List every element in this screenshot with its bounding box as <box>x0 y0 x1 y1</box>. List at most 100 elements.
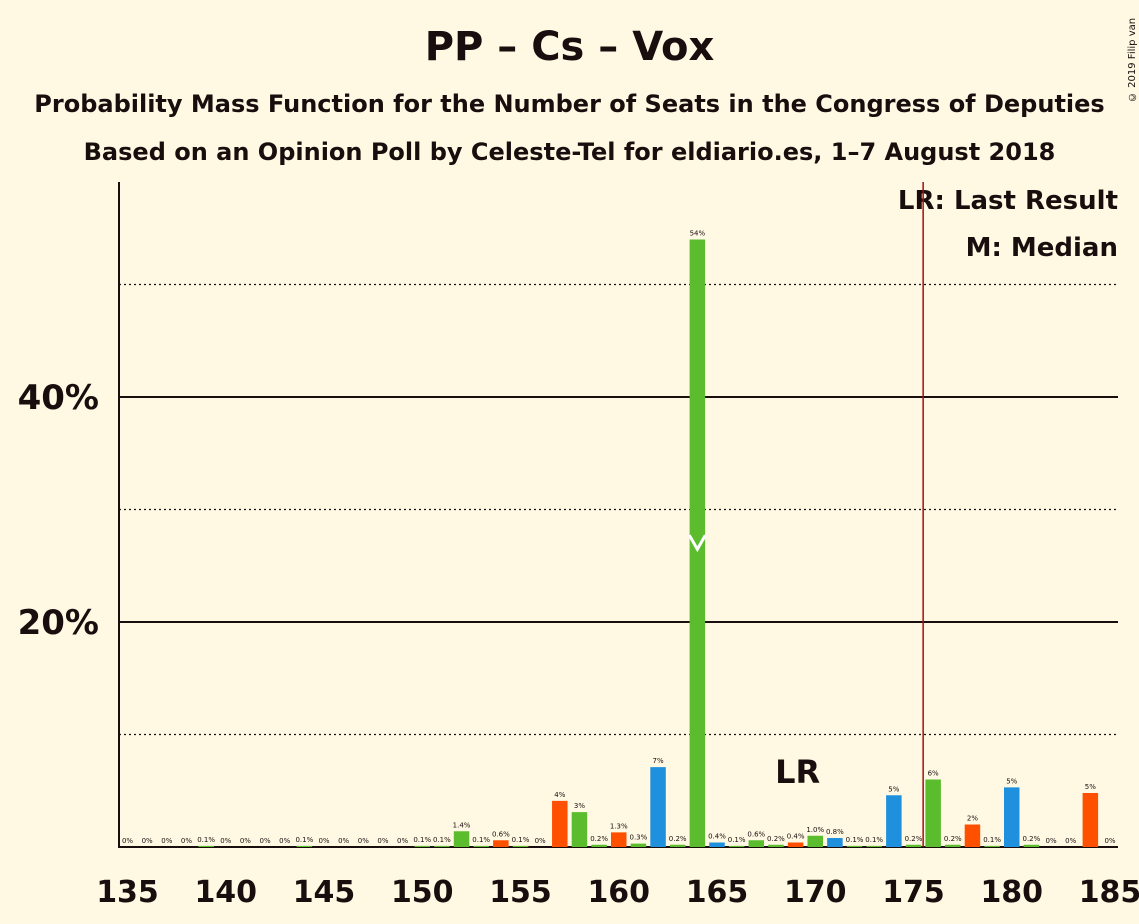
data-label-seat-176: 6% <box>928 770 939 778</box>
legend-median: M: Median <box>965 233 1118 263</box>
data-label-seat-168: 0.2% <box>767 835 785 843</box>
bar-seat-157 <box>552 800 568 847</box>
bar-seat-166 <box>728 845 745 847</box>
last-result-label: LR <box>775 753 820 791</box>
bar-seat-174 <box>886 795 902 847</box>
bar-seat-155 <box>512 845 529 847</box>
bar-seat-173 <box>866 845 882 847</box>
data-label-seat-166: 0.1% <box>728 836 746 844</box>
data-label-seat-157: 4% <box>554 791 565 799</box>
bar-seat-163 <box>669 844 686 847</box>
data-label-seat-153: 0.1% <box>472 836 490 844</box>
data-label-seat-174: 5% <box>888 785 899 793</box>
data-label-seat-182: 0% <box>1045 837 1056 845</box>
bar-seat-151 <box>434 845 450 847</box>
bar-seat-139 <box>198 845 214 847</box>
bar-seat-170 <box>807 835 823 847</box>
bar-seat-150 <box>414 845 430 847</box>
x-tick-label: 155 <box>489 875 552 910</box>
data-label-seat-172: 0.1% <box>846 836 864 844</box>
data-label-seat-177: 0.2% <box>944 835 962 843</box>
data-label-seat-178: 2% <box>967 815 978 823</box>
data-label-seat-141: 0% <box>240 837 251 845</box>
bar-seat-158 <box>571 812 588 847</box>
bar-seat-178 <box>964 824 981 847</box>
data-label-seat-159: 0.2% <box>590 835 608 843</box>
data-label-seat-162: 7% <box>652 757 663 765</box>
data-label-seat-144: 0.1% <box>295 836 313 844</box>
data-label-seat-155: 0.1% <box>512 836 530 844</box>
bar-seat-181 <box>1023 844 1040 847</box>
x-tick-label: 170 <box>784 875 847 910</box>
data-label-seat-184: 5% <box>1085 783 1096 791</box>
bar-seat-169 <box>787 842 804 847</box>
bar-seat-176 <box>925 779 941 847</box>
bar-seat-162 <box>650 767 666 847</box>
data-label-seat-149: 0% <box>397 837 408 845</box>
data-label-seat-150: 0.1% <box>413 836 431 844</box>
data-label-seat-156: 0% <box>535 837 546 845</box>
data-label-seat-163: 0.2% <box>669 835 687 843</box>
data-label-seat-160: 1.3% <box>610 822 628 830</box>
data-label-seat-185: 0% <box>1104 837 1115 845</box>
data-label-seat-170: 1.0% <box>806 826 824 834</box>
data-label-seat-158: 3% <box>574 802 585 810</box>
x-tick-label: 175 <box>882 875 945 910</box>
data-label-seat-135: 0% <box>122 837 133 845</box>
data-label-seat-145: 0% <box>318 837 329 845</box>
bar-seat-172 <box>846 845 863 847</box>
bar-seat-165 <box>709 842 725 847</box>
bar-seat-153 <box>473 845 489 847</box>
legend-last-result: LR: Last Result <box>897 186 1118 216</box>
bar-seat-152 <box>453 831 470 847</box>
data-label-seat-143: 0% <box>279 837 290 845</box>
data-label-seat-139: 0.1% <box>197 836 215 844</box>
data-label-seat-164: 54% <box>690 230 706 238</box>
x-tick-label: 160 <box>587 875 650 910</box>
x-tick-label: 145 <box>293 875 356 910</box>
data-label-seat-138: 0% <box>181 837 192 845</box>
x-tick-label: 140 <box>194 875 257 910</box>
x-tick-label: 180 <box>980 875 1043 910</box>
bar-seat-164 <box>689 239 706 847</box>
data-label-seat-165: 0.4% <box>708 833 726 841</box>
data-label-seat-173: 0.1% <box>865 836 883 844</box>
chart-subtitle-source: Based on an Opinion Poll by Celeste-Tel … <box>83 138 1056 166</box>
data-label-seat-151: 0.1% <box>433 836 451 844</box>
bar-seat-184 <box>1082 793 1099 847</box>
bar-seat-168 <box>768 844 784 847</box>
data-label-seat-180: 5% <box>1006 777 1017 785</box>
data-label-seat-154: 0.6% <box>492 830 510 838</box>
data-label-seat-147: 0% <box>358 837 369 845</box>
data-label-seat-169: 0.4% <box>787 833 805 841</box>
bar-seat-171 <box>827 838 843 847</box>
data-label-seat-161: 0.3% <box>630 834 648 842</box>
bar-seat-160 <box>611 832 627 847</box>
data-label-seat-146: 0% <box>338 837 349 845</box>
data-label-seat-183: 0% <box>1065 837 1076 845</box>
bar-seat-154 <box>493 840 509 847</box>
data-label-seat-136: 0% <box>142 837 153 845</box>
data-label-seat-175: 0.2% <box>905 835 923 843</box>
x-tick-label: 165 <box>686 875 749 910</box>
data-label-seat-142: 0% <box>259 837 270 845</box>
chart-title: PP – Cs – Vox <box>424 24 715 70</box>
data-label-seat-171: 0.8% <box>826 828 844 836</box>
data-label-seat-167: 0.6% <box>747 830 765 838</box>
y-tick-label: 40% <box>18 378 99 418</box>
x-tick-label: 185 <box>1079 875 1139 910</box>
data-label-seat-152: 1.4% <box>453 821 471 829</box>
bar-seat-180 <box>1004 787 1020 847</box>
bar-seat-167 <box>748 840 765 847</box>
bar-seat-179 <box>984 845 1000 847</box>
bar-seat-175 <box>905 844 922 847</box>
x-tick-label: 135 <box>96 875 159 910</box>
data-label-seat-140: 0% <box>220 837 231 845</box>
median-marker <box>688 534 707 553</box>
data-label-seat-181: 0.2% <box>1023 835 1041 843</box>
data-label-seat-179: 0.1% <box>983 836 1001 844</box>
bar-seat-177 <box>945 844 961 847</box>
bar-seat-159 <box>591 844 607 847</box>
y-tick-label: 20% <box>18 603 99 643</box>
